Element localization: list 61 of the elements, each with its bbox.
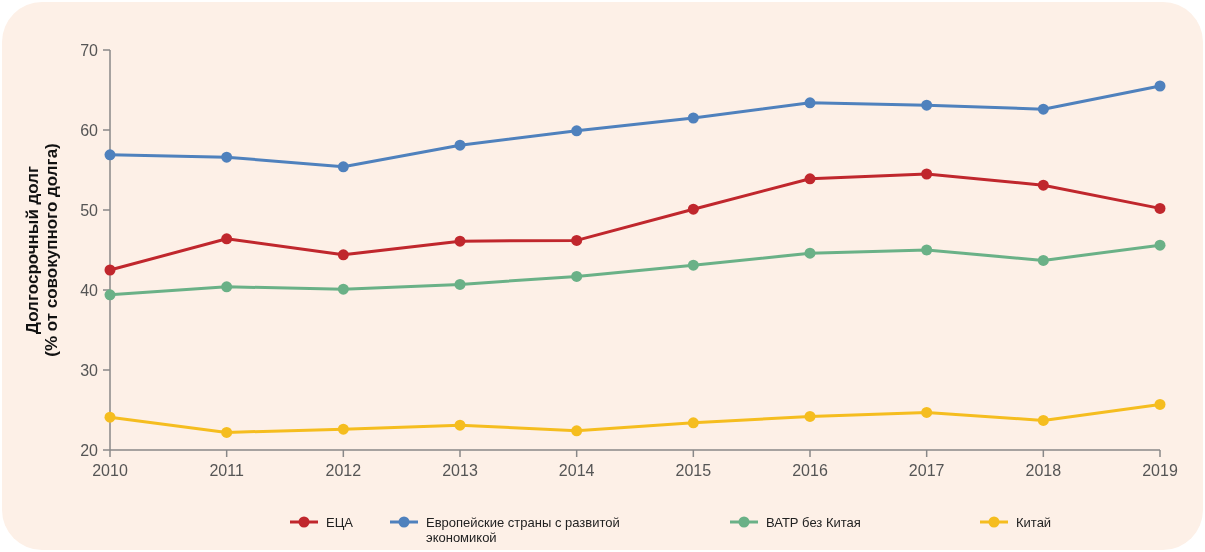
x-tick-label: 2017 bbox=[908, 462, 945, 479]
y-tick-label: 50 bbox=[80, 201, 99, 219]
y-tick-label: 70 bbox=[80, 41, 99, 59]
point bbox=[1154, 239, 1166, 251]
point bbox=[687, 112, 699, 124]
y-axis-title: Долгосрочный долг (% от совокупного долга) bbox=[23, 143, 61, 357]
point bbox=[687, 203, 699, 215]
point bbox=[921, 406, 933, 418]
y-tick-label: 40 bbox=[80, 281, 99, 299]
point bbox=[804, 247, 816, 259]
point bbox=[221, 281, 233, 293]
x-tick-label: 2015 bbox=[675, 462, 712, 479]
y-tick-label: 30 bbox=[80, 361, 99, 379]
point bbox=[221, 233, 233, 245]
x-tick-label: 2010 bbox=[92, 462, 128, 479]
x-tick-label: 2013 bbox=[442, 462, 478, 479]
point bbox=[921, 99, 933, 111]
point bbox=[921, 168, 933, 180]
y-tick-label: 60 bbox=[80, 121, 99, 139]
x-tick-label: 2016 bbox=[792, 462, 828, 479]
point bbox=[337, 249, 349, 261]
legend-label: ВАТР без Китая bbox=[766, 514, 861, 530]
legend-label: Европейские страны с развитой экономикой bbox=[426, 514, 620, 545]
point bbox=[1154, 202, 1166, 214]
point bbox=[454, 235, 466, 247]
point bbox=[104, 149, 116, 161]
point bbox=[687, 417, 699, 429]
point bbox=[804, 173, 816, 185]
point bbox=[104, 264, 116, 276]
point bbox=[337, 283, 349, 295]
point bbox=[221, 426, 233, 438]
point bbox=[1154, 80, 1166, 92]
point bbox=[1037, 414, 1049, 426]
x-tick-label: 2011 bbox=[209, 462, 244, 479]
point bbox=[804, 410, 816, 422]
point bbox=[1037, 254, 1049, 266]
legend-label: ЕЦА bbox=[326, 514, 354, 530]
point bbox=[221, 151, 233, 163]
x-tick-label: 2014 bbox=[558, 462, 595, 479]
point bbox=[1037, 103, 1049, 115]
point bbox=[337, 161, 349, 173]
point bbox=[454, 139, 466, 151]
y-tick-label: 20 bbox=[80, 441, 99, 459]
point bbox=[337, 423, 349, 435]
point bbox=[571, 234, 583, 246]
point bbox=[104, 289, 116, 301]
point bbox=[687, 259, 699, 271]
point bbox=[1037, 179, 1049, 191]
point bbox=[921, 244, 933, 256]
point bbox=[1154, 398, 1166, 410]
legend-label: Китай bbox=[1016, 514, 1052, 530]
x-tick-label: 2018 bbox=[1025, 462, 1062, 479]
x-tick-label: 2012 bbox=[325, 462, 362, 479]
point bbox=[804, 97, 816, 109]
point bbox=[571, 270, 583, 282]
point bbox=[454, 278, 466, 290]
point bbox=[571, 125, 583, 137]
point bbox=[104, 411, 116, 423]
point bbox=[571, 425, 583, 437]
x-tick-label: 2019 bbox=[1142, 462, 1178, 479]
point bbox=[454, 419, 466, 431]
